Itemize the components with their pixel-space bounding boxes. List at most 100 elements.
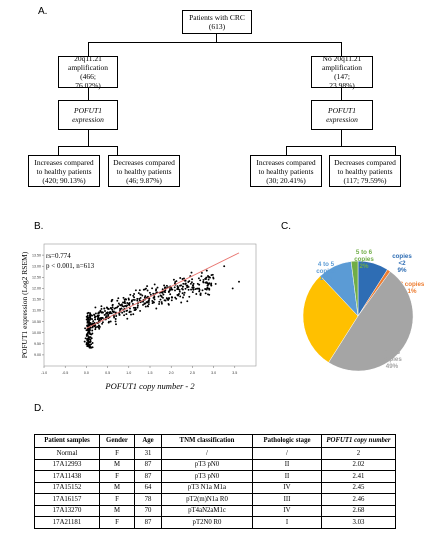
x-tick-label: 1.5: [148, 371, 153, 375]
pie-chart: copies <2 9%2 copies 1%2 to 3 copies 49%3 to …: [302, 249, 424, 372]
scatter-point: [84, 327, 87, 330]
scatter-point: [88, 320, 90, 323]
scatter-point: [89, 315, 92, 318]
scatter-point: [146, 301, 149, 304]
scatter-point: [87, 324, 90, 327]
pie-slice-label: 5 to 6 copies 2%: [354, 249, 374, 270]
scatter-point: [86, 314, 89, 317]
scatter-point: [162, 293, 165, 296]
pie-slice-label: 2 copies 1%: [400, 281, 424, 295]
scatter-point: [178, 290, 181, 293]
scatter-point: [169, 288, 171, 291]
scatter-point: [199, 279, 202, 282]
scatter-point: [127, 302, 130, 305]
scatter-point: [87, 343, 90, 345]
scatter-point: [180, 284, 183, 287]
scatter-point: [182, 282, 185, 285]
scatter-point: [98, 317, 101, 320]
scatter-point: [205, 288, 208, 291]
table-cell: 31: [134, 447, 162, 460]
flow-connector: [341, 42, 342, 56]
pie-label-line: copies: [354, 256, 374, 263]
flow-left-group-box: 20q11.21 amplification (466; 76.02%): [58, 54, 118, 90]
scatter-point: [108, 312, 111, 315]
pie-slice: [350, 260, 359, 317]
table-cell: 2.46: [321, 493, 396, 506]
scatter-point: [90, 337, 93, 340]
scatter-point: [117, 302, 120, 305]
x-tick-label: 0.0: [84, 371, 89, 375]
scatter-point: [91, 346, 94, 349]
scatter-point: [90, 346, 93, 349]
scatter-point: [132, 298, 135, 301]
scatter-point: [201, 289, 204, 292]
scatter-point: [89, 338, 92, 341]
scatter-point: [118, 312, 121, 315]
scatter-point: [190, 281, 193, 284]
scatter-point: [136, 306, 139, 309]
scatter-point: [171, 288, 174, 291]
scatter-point: [151, 287, 154, 290]
flow-connector: [286, 146, 287, 155]
x-tick-label: -1.0: [41, 371, 47, 375]
scatter-point: [129, 310, 132, 313]
table-body: Normal F 31//2 17A12993 M 87 pT3 pN0 II 2.02 17A1…: [34, 447, 396, 529]
table-cell: 87: [134, 470, 162, 483]
scatter-point: [87, 311, 90, 314]
scatter-point: [212, 277, 215, 280]
scatter-point: [181, 285, 184, 288]
table-row: 17A11438 F 87 pT3 pN0 II 2.41: [34, 470, 396, 483]
table-cell: pT2N0 R0: [161, 516, 253, 529]
header-gender: Gender: [99, 434, 135, 448]
scatter-point: [126, 302, 129, 304]
table-cell: 87: [134, 458, 162, 471]
scatter-point: [177, 293, 180, 296]
scatter-point: [97, 317, 99, 320]
scatter-point: [164, 299, 167, 302]
scatter-point: [207, 283, 210, 286]
x-axis-label: POFUT1 copy number - 2: [104, 381, 195, 391]
table-cell: 70: [134, 504, 162, 517]
pie-label-percent: 10%: [320, 275, 333, 282]
table-row: 17A13270 M 70 pT4aN2aM1c IV 2.68: [34, 504, 396, 517]
scatter-point: [89, 317, 92, 320]
scatter-point: [112, 311, 115, 314]
scatter-point: [148, 297, 151, 300]
scatter-point: [183, 293, 185, 296]
scatter-point: [94, 312, 97, 315]
scatter-point: [91, 314, 94, 317]
scatter-point: [91, 329, 94, 332]
table-cell: pT3 N1a M1a: [161, 481, 253, 494]
scatter-point: [130, 313, 132, 316]
scatter-point: [191, 286, 194, 289]
scatter-point: [146, 285, 149, 288]
scatter-point: [192, 282, 195, 285]
table-cell: F: [99, 516, 135, 529]
scatter-point: [146, 305, 149, 307]
scatter-point: [192, 286, 195, 289]
scatter-point: [202, 278, 205, 281]
pie-label-line: copies: [392, 253, 412, 260]
table-row: 17A21181 F 87 pT2N0 R0 I 3.03: [34, 516, 396, 529]
flow-connector: [216, 34, 217, 42]
scatter-point: [204, 292, 207, 295]
scatter-point: [162, 296, 164, 299]
y-axis-label: POFUT1 expression (Log2 RSEM): [20, 251, 29, 358]
scatter-point: [180, 301, 183, 304]
scatter-point: [90, 323, 93, 326]
scatter-point: [138, 297, 141, 300]
patient-samples-table: Patient samples Gender Age TNM classific…: [34, 434, 396, 529]
scatter-point: [119, 308, 122, 311]
scatter-point: [157, 295, 160, 298]
table-row: 17A12993 M 87 pT3 pN0 II 2.02: [34, 458, 396, 471]
scatter-point: [89, 312, 91, 315]
scatter-point: [101, 322, 104, 325]
table-cell: 64: [134, 481, 162, 494]
table-row: 17A16157 F 78 pT2(m)N1a R0 III 2.46: [34, 493, 396, 506]
table-cell: M: [99, 458, 135, 471]
header-stage: Pathologic stage: [252, 434, 322, 448]
scatter-point: [90, 343, 93, 346]
scatter-point: [98, 327, 101, 330]
scatter-point: [91, 318, 94, 321]
scatter-point: [123, 310, 126, 313]
